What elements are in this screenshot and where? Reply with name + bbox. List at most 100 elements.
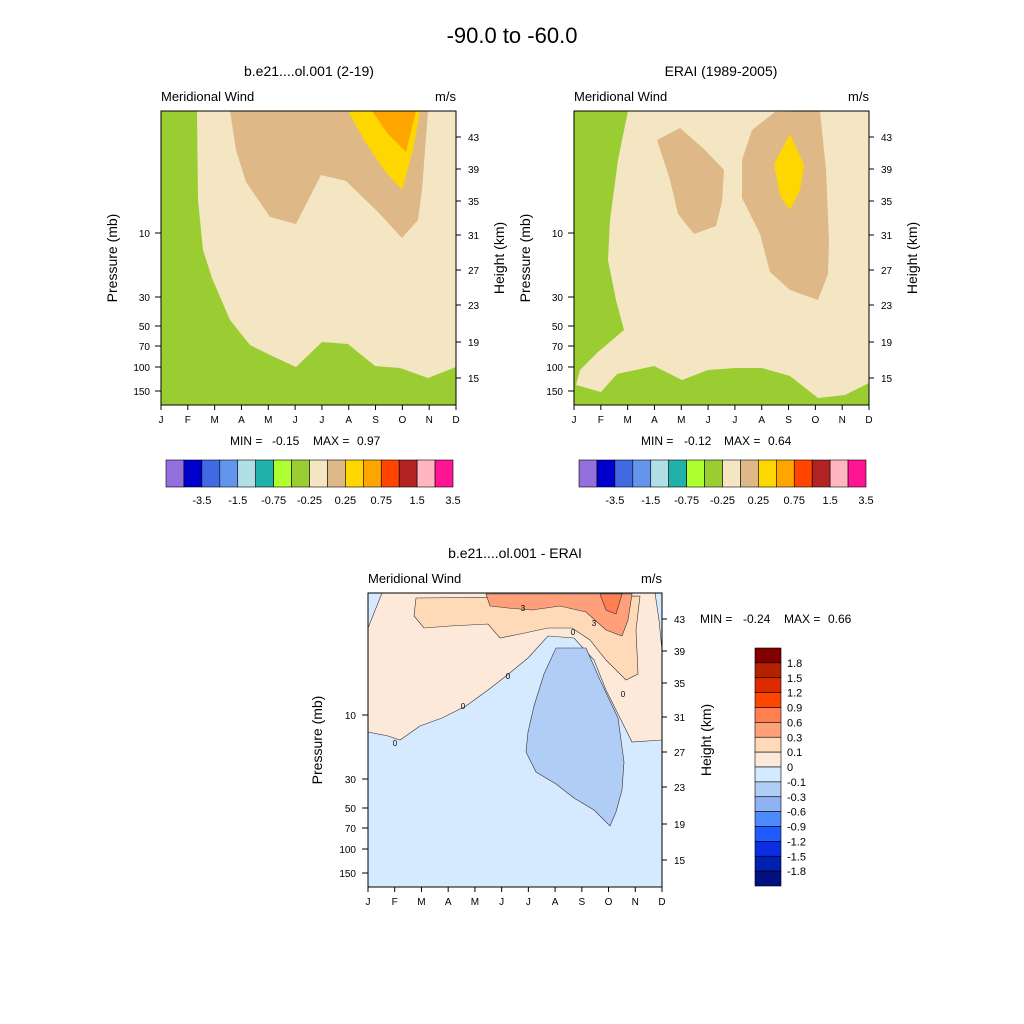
height-tick-label: 35	[881, 197, 893, 208]
colorbar-swatch	[754, 841, 782, 857]
colorbar-label: -3.5	[192, 495, 211, 507]
colorbar-label: -0.75	[261, 495, 286, 507]
colorbar-swatch	[754, 707, 782, 723]
x-tick-label: N	[426, 415, 433, 426]
colorbar-swatch	[398, 459, 418, 488]
height-tick-label: 31	[881, 231, 893, 242]
colorbar-swatch	[686, 459, 705, 488]
colorbar-swatch	[183, 459, 203, 488]
height-tick-label: 19	[468, 338, 480, 349]
contour-label: 0	[506, 672, 511, 681]
colorbar: -3.5 -1.5 -0.75 -0.25 0.25 0.75 1.5 3.5	[578, 459, 874, 507]
colorbar-label: 0.25	[335, 495, 356, 507]
colorbar-swatch	[754, 855, 782, 872]
height-tick-label: 31	[674, 713, 686, 724]
contour-field	[368, 593, 662, 887]
height-tick-label: 39	[468, 165, 480, 176]
x-tick-label: M	[471, 897, 479, 908]
min-value: -0.15	[272, 434, 300, 448]
x-tick-label: D	[865, 415, 872, 426]
max-label: MAX =	[313, 434, 349, 448]
x-tick-label: A	[345, 415, 352, 426]
colorbar-swatch	[273, 459, 292, 488]
y-axis-label: Pressure (mb)	[104, 214, 120, 303]
y-tick-label: 70	[345, 824, 357, 835]
x-tick-label: F	[598, 415, 604, 426]
colorbar-swatch	[327, 459, 346, 488]
x-tick-label: M	[623, 415, 631, 426]
units-label: m/s	[641, 571, 662, 586]
colorbar-swatch	[596, 459, 616, 488]
colorbar-label: 0.3	[787, 732, 802, 744]
colorbar-swatch	[754, 811, 782, 827]
contour-fill	[774, 134, 804, 210]
max-label: MAX =	[724, 434, 760, 448]
colorbar-label: 1.8	[787, 658, 802, 670]
height-axis: 43 39 35 31 27 23 19 15	[456, 133, 480, 385]
colorbar-swatch	[704, 459, 723, 488]
y-right-label: Height (km)	[491, 222, 507, 294]
colorbar-label: 0.75	[784, 495, 805, 507]
max-value: 0.97	[357, 434, 381, 448]
colorbar-label: -1.2	[787, 836, 806, 848]
height-tick-label: 39	[674, 647, 686, 658]
colorbar-swatch	[754, 796, 782, 812]
colorbar-swatch	[255, 459, 274, 488]
colorbar-swatch	[578, 459, 598, 488]
y-tick-label: 70	[552, 342, 564, 353]
x-tick-label: N	[632, 897, 639, 908]
x-tick-label: S	[785, 415, 792, 426]
colorbar-label: 3.5	[858, 495, 873, 507]
min-value: -0.12	[684, 434, 712, 448]
contour-label: 3	[592, 619, 597, 628]
colorbar-swatch	[754, 692, 782, 708]
min-label: MIN =	[230, 434, 262, 448]
y-tick-label: 30	[345, 775, 357, 786]
colorbar-swatch	[754, 781, 782, 798]
contour-fill	[485, 593, 633, 637]
contour-fill	[372, 111, 416, 152]
colorbar-swatch	[754, 826, 782, 842]
y-tick-label: 100	[339, 845, 356, 856]
colorbar-label: -1.5	[228, 495, 247, 507]
colorbar-swatch	[416, 459, 436, 488]
figure-title: -90.0 to -60.0	[447, 23, 578, 48]
x-tick-label: D	[658, 897, 665, 908]
x-tick-label: D	[452, 415, 459, 426]
panel-model: b.e21....ol.001 (2-19) Meridional Wind m…	[104, 63, 507, 507]
colorbar-swatch	[650, 459, 669, 488]
min-label: MIN =	[700, 612, 732, 626]
colorbar-swatch	[754, 751, 782, 768]
colorbar-swatch	[291, 459, 310, 488]
x-tick-label: O	[398, 415, 406, 426]
colorbar-swatch	[793, 459, 813, 488]
y-tick-label: 150	[339, 869, 356, 880]
pressure-axis: 10 30 50 70 100 150 Pressure (mb)	[104, 214, 161, 398]
y-axis-label: Pressure (mb)	[309, 696, 325, 785]
colorbar-swatch	[237, 459, 256, 488]
y-tick-label: 150	[133, 387, 150, 398]
height-tick-label: 19	[674, 820, 686, 831]
colorbar-swatch	[380, 459, 400, 488]
y-right-label: Height (km)	[904, 222, 920, 294]
y-axis-label: Pressure (mb)	[517, 214, 533, 303]
colorbar-swatch	[434, 459, 454, 488]
x-tick-label: S	[578, 897, 585, 908]
height-tick-label: 35	[468, 197, 480, 208]
colorbar-label: 0.9	[787, 703, 802, 715]
max-label: MAX =	[784, 612, 820, 626]
colorbar-swatch	[363, 459, 382, 488]
x-tick-label: M	[264, 415, 272, 426]
colorbar-swatch	[754, 870, 782, 887]
colorbar-label: 0.1	[787, 747, 802, 759]
colorbar-swatch	[754, 722, 782, 738]
plot-frame	[160, 110, 457, 406]
height-tick-label: 31	[468, 231, 480, 242]
max-value: 0.64	[768, 434, 792, 448]
colorbar-swatch	[754, 677, 782, 693]
colorbar-label: -1.5	[641, 495, 660, 507]
height-tick-label: 43	[674, 615, 686, 626]
